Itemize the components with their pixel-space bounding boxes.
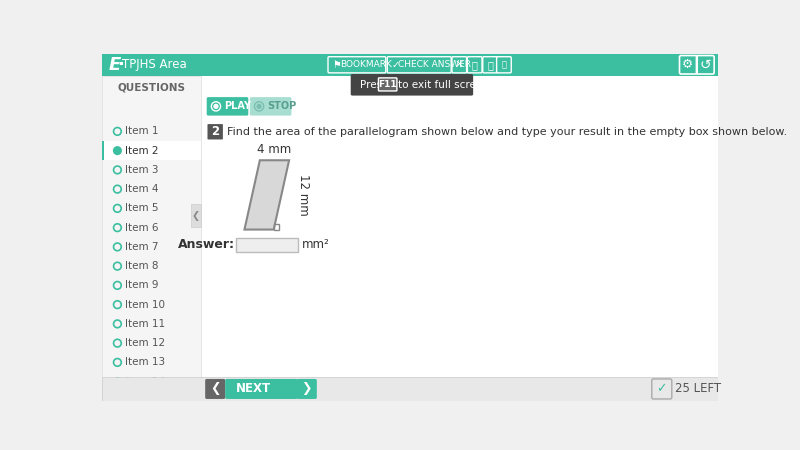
Text: Item 7: Item 7 bbox=[125, 242, 158, 252]
Bar bbox=[191, 204, 201, 227]
Circle shape bbox=[114, 147, 122, 154]
Text: F11: F11 bbox=[378, 80, 397, 89]
Polygon shape bbox=[245, 160, 289, 230]
FancyBboxPatch shape bbox=[207, 124, 223, 140]
Text: ✓: ✓ bbox=[391, 60, 400, 70]
Bar bbox=[102, 76, 201, 400]
FancyBboxPatch shape bbox=[378, 78, 397, 91]
Text: CHECK ANSWER: CHECK ANSWER bbox=[398, 60, 471, 69]
Text: Answer:: Answer: bbox=[178, 238, 234, 252]
FancyBboxPatch shape bbox=[328, 57, 386, 73]
Text: TPJHS Area: TPJHS Area bbox=[122, 58, 186, 71]
Text: Item 11: Item 11 bbox=[125, 319, 166, 329]
Text: Item 4: Item 4 bbox=[125, 184, 158, 194]
Circle shape bbox=[257, 104, 261, 108]
Text: ×: × bbox=[454, 60, 464, 70]
FancyBboxPatch shape bbox=[387, 57, 451, 73]
Circle shape bbox=[214, 104, 218, 108]
FancyBboxPatch shape bbox=[226, 379, 298, 399]
Text: Press: Press bbox=[360, 80, 387, 90]
FancyBboxPatch shape bbox=[250, 97, 291, 116]
Text: Item 8: Item 8 bbox=[125, 261, 158, 271]
FancyBboxPatch shape bbox=[297, 379, 317, 399]
Text: Item 1: Item 1 bbox=[125, 126, 158, 136]
Text: 12 mm: 12 mm bbox=[297, 174, 310, 216]
FancyBboxPatch shape bbox=[350, 74, 473, 95]
Text: 4 mm: 4 mm bbox=[258, 143, 292, 156]
Text: ❮: ❮ bbox=[210, 382, 221, 396]
Text: PLAY: PLAY bbox=[224, 101, 250, 111]
Text: mm²: mm² bbox=[302, 238, 330, 252]
Text: Item 13: Item 13 bbox=[125, 357, 166, 367]
Text: 25 LEFT: 25 LEFT bbox=[675, 382, 721, 396]
Text: 2: 2 bbox=[211, 125, 219, 138]
Bar bbox=[102, 141, 201, 160]
Text: Item 14: Item 14 bbox=[125, 377, 166, 387]
Text: ⚙: ⚙ bbox=[682, 58, 694, 71]
Text: NEXT: NEXT bbox=[236, 382, 271, 396]
Bar bbox=[201, 76, 718, 378]
FancyBboxPatch shape bbox=[205, 379, 226, 399]
Text: E: E bbox=[108, 56, 121, 74]
FancyBboxPatch shape bbox=[482, 57, 498, 73]
Text: Item 9: Item 9 bbox=[125, 280, 158, 290]
Text: ✓: ✓ bbox=[657, 382, 667, 396]
FancyBboxPatch shape bbox=[497, 57, 511, 73]
Text: Find the area of the parallelogram shown below and type your result in the empty: Find the area of the parallelogram shown… bbox=[226, 127, 787, 137]
Bar bbox=[102, 54, 718, 76]
Text: QUESTIONS: QUESTIONS bbox=[118, 83, 186, 93]
Text: ❮: ❮ bbox=[192, 211, 200, 220]
Text: STOP: STOP bbox=[266, 101, 296, 111]
Text: Item 5: Item 5 bbox=[125, 203, 158, 213]
FancyBboxPatch shape bbox=[467, 57, 482, 73]
Text: ⎓: ⎓ bbox=[472, 60, 478, 70]
Text: BOOKMARK: BOOKMARK bbox=[340, 60, 392, 69]
Text: ⚑: ⚑ bbox=[332, 60, 341, 70]
Text: 🔒: 🔒 bbox=[502, 60, 506, 69]
FancyBboxPatch shape bbox=[206, 97, 248, 116]
Text: to exit full screen: to exit full screen bbox=[398, 80, 490, 90]
Text: ·: · bbox=[118, 56, 124, 74]
Text: Item 6: Item 6 bbox=[125, 223, 158, 233]
Text: Item 10: Item 10 bbox=[125, 300, 165, 310]
Bar bbox=[236, 238, 298, 252]
Text: Item 12: Item 12 bbox=[125, 338, 166, 348]
Text: ⌕: ⌕ bbox=[487, 60, 493, 70]
Text: Item 2: Item 2 bbox=[125, 146, 158, 156]
FancyBboxPatch shape bbox=[452, 57, 466, 73]
Text: ❯: ❯ bbox=[302, 382, 312, 396]
Text: Item 3: Item 3 bbox=[125, 165, 158, 175]
Bar bbox=[102, 141, 104, 160]
Text: ↺: ↺ bbox=[699, 58, 710, 72]
Bar bbox=[102, 378, 718, 401]
